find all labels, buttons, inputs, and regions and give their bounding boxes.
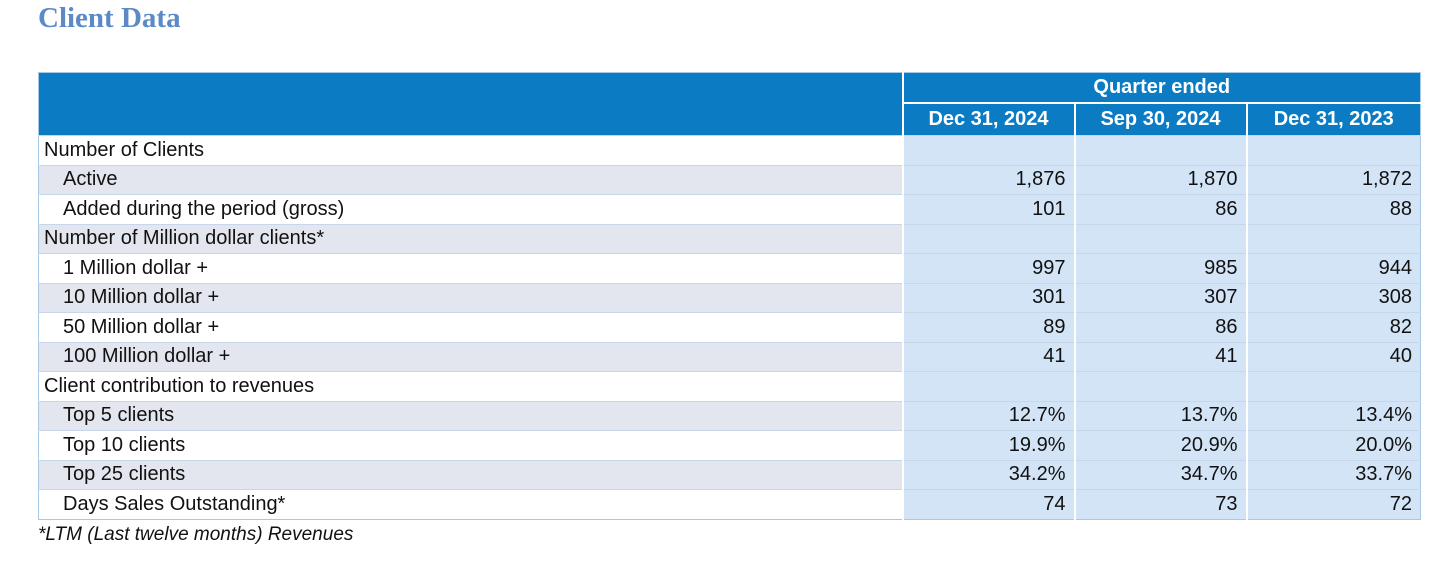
value-cell: 41 (901, 341, 1075, 372)
value-cell: 19.9% (901, 430, 1075, 460)
value-cell: 34.7% (1073, 459, 1247, 490)
row-label: 10 Million dollar + (38, 282, 903, 313)
value-cell (1073, 223, 1247, 254)
page-title: Client Data (38, 2, 181, 34)
value-cell: 73 (1073, 489, 1247, 519)
value-cell: 12.7% (901, 400, 1075, 431)
value-cell: 86 (1073, 194, 1247, 224)
row-label: 1 Million dollar + (38, 253, 903, 283)
footnote: *LTM (Last twelve months) Revenues (38, 524, 354, 545)
value-cell: 985 (1073, 253, 1247, 283)
table-row: 1 Million dollar +997 985 944 (38, 253, 1421, 283)
row-label: Top 5 clients (38, 400, 903, 431)
value-cell: 13.7% (1073, 400, 1247, 431)
value-cell: 34.2% (901, 459, 1075, 490)
value-cell (1245, 223, 1421, 254)
table-row: 50 Million dollar +89 86 82 (38, 312, 1421, 342)
header-row-dates: Dec 31, 2024 Sep 30, 2024 Dec 31, 2023 (38, 102, 1421, 136)
value-cell (1073, 371, 1247, 401)
value-cell: 997 (901, 253, 1075, 283)
value-cell (1245, 371, 1421, 401)
row-label: Days Sales Outstanding* (38, 489, 903, 519)
row-label: Added during the period (gross) (38, 194, 903, 224)
value-cell: 82 (1245, 312, 1421, 342)
header-blank-cell (38, 72, 903, 103)
table-row: 100 Million dollar +41 41 40 (38, 341, 1421, 372)
table-row: Days Sales Outstanding* 74 73 72 (38, 489, 1421, 519)
value-cell: 40 (1245, 341, 1421, 372)
table-row: Number of Clients (38, 135, 1421, 165)
row-label: 50 Million dollar + (38, 312, 903, 342)
value-cell: 308 (1245, 282, 1421, 313)
table-row: Top 10 clients 19.9% 20.9% 20.0% (38, 430, 1421, 460)
value-cell (901, 135, 1075, 165)
column-header-3: Dec 31, 2023 (1245, 102, 1421, 136)
value-cell (1073, 135, 1247, 165)
value-cell (1245, 135, 1421, 165)
value-cell: 1,870 (1073, 164, 1247, 195)
value-cell: 20.9% (1073, 430, 1247, 460)
row-label: 100 Million dollar + (38, 341, 903, 372)
column-header-2: Sep 30, 2024 (1073, 102, 1247, 136)
row-label: Top 25 clients (38, 459, 903, 490)
value-cell: 301 (901, 282, 1075, 313)
value-cell: 1,872 (1245, 164, 1421, 195)
table-row: Added during the period (gross) 101 86 88 (38, 194, 1421, 224)
value-cell: 86 (1073, 312, 1247, 342)
table-row: Top 5 clients 12.7% 13.7% 13.4% (38, 400, 1421, 431)
table-row: Number of Million dollar clients* (38, 223, 1421, 254)
table-row: 10 Million dollar +301 307 308 (38, 282, 1421, 313)
value-cell: 1,876 (901, 164, 1075, 195)
value-cell: 101 (901, 194, 1075, 224)
header-blank-cell (38, 102, 903, 136)
value-cell: 89 (901, 312, 1075, 342)
value-cell: 944 (1245, 253, 1421, 283)
value-cell: 33.7% (1245, 459, 1421, 490)
value-cell (901, 223, 1075, 254)
row-label: Number of Million dollar clients* (38, 223, 903, 254)
value-cell: 72 (1245, 489, 1421, 519)
value-cell: 88 (1245, 194, 1421, 224)
table-row: Client contribution to revenues (38, 371, 1421, 401)
row-label: Client contribution to revenues (38, 371, 903, 401)
table-row: Top 25 clients 34.2% 34.7% 33.7% (38, 459, 1421, 490)
value-cell: 74 (901, 489, 1075, 519)
row-label: Top 10 clients (38, 430, 903, 460)
value-cell: 20.0% (1245, 430, 1421, 460)
value-cell: 13.4% (1245, 400, 1421, 431)
row-label: Number of Clients (38, 135, 903, 165)
row-label: Active (38, 164, 903, 195)
client-data-table: Quarter ended Dec 31, 2024 Sep 30, 2024 … (38, 72, 1421, 520)
column-header-1: Dec 31, 2024 (901, 102, 1075, 136)
value-cell: 41 (1073, 341, 1247, 372)
table-row: Active 1,876 1,870 1,872 (38, 164, 1421, 195)
quarter-ended-header: Quarter ended (901, 72, 1421, 104)
value-cell (901, 371, 1075, 401)
header-row-group: Quarter ended (38, 72, 1421, 104)
value-cell: 307 (1073, 282, 1247, 313)
